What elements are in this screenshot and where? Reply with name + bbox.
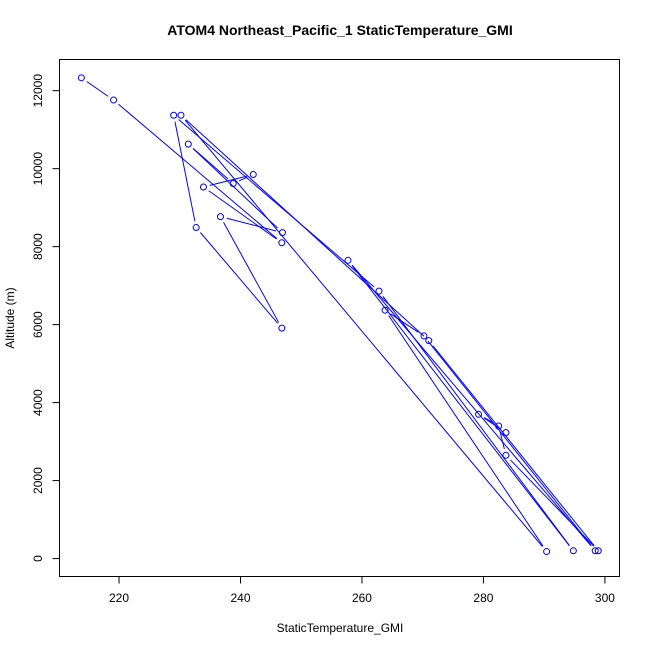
- data-point: [216, 213, 224, 221]
- data-point: [425, 337, 433, 345]
- y-tick-label: 12000: [31, 74, 45, 108]
- y-tick-label: 4000: [31, 389, 45, 416]
- data-point: [569, 547, 577, 555]
- data-point: [192, 224, 200, 232]
- x-axis-label: StaticTemperature_GMI: [277, 621, 404, 635]
- data-point: [278, 239, 286, 247]
- series-segment: [483, 417, 501, 430]
- series-segment: [483, 417, 494, 424]
- y-tick-label: 2000: [31, 467, 45, 494]
- data-point: [110, 96, 118, 104]
- series-segment: [499, 432, 505, 450]
- y-tick-label: 10000: [31, 152, 45, 186]
- y-tick-label: 8000: [31, 233, 45, 260]
- y-axis: 0 2000 4000 6000 8000 10000 12000: [31, 74, 60, 562]
- data-point: [375, 287, 383, 295]
- series-segment: [86, 81, 109, 97]
- series-segment: [209, 175, 248, 186]
- series-segment: [432, 345, 595, 547]
- y-axis-label: Altitude (m): [3, 287, 17, 348]
- data-point: [381, 306, 389, 314]
- data-point: [502, 429, 510, 437]
- data-point: [420, 332, 428, 340]
- series-segment: [174, 121, 196, 222]
- data-point: [278, 229, 286, 237]
- data-point: [170, 111, 178, 119]
- data-point: [229, 179, 237, 187]
- series-segment: [118, 103, 278, 239]
- x-tick-label: 280: [473, 591, 493, 605]
- series-segment: [192, 148, 279, 229]
- series-segment: [226, 217, 277, 232]
- series-segment: [351, 265, 570, 546]
- series-segment: [427, 340, 592, 546]
- data-point: [199, 183, 207, 191]
- data-point: [594, 547, 602, 555]
- series-segment: [199, 232, 278, 324]
- x-tick-label: 260: [352, 591, 372, 605]
- y-tick-label: 0: [31, 555, 45, 562]
- data-point: [77, 74, 85, 82]
- series-segment: [184, 119, 543, 547]
- series-segment: [178, 119, 375, 288]
- data-point: [249, 171, 257, 179]
- plot-area: [59, 59, 620, 577]
- data-point: [591, 547, 599, 555]
- x-tick-label: 300: [595, 591, 615, 605]
- data-point: [344, 256, 352, 264]
- y-tick-label: 6000: [31, 311, 45, 338]
- data-point: [278, 324, 286, 332]
- series-segment: [223, 222, 280, 323]
- series-segment: [351, 264, 592, 547]
- x-tick-label: 240: [230, 591, 250, 605]
- data-point: [543, 548, 551, 556]
- x-axis: 220 240 260 280 300: [109, 576, 615, 605]
- series-segment: [192, 148, 229, 180]
- series-segment: [388, 315, 544, 547]
- series-layer: [77, 74, 602, 556]
- data-point: [475, 410, 483, 418]
- series-segment: [208, 190, 277, 240]
- x-tick-label: 220: [109, 591, 129, 605]
- series-segment: [185, 119, 425, 337]
- series-segment: [510, 459, 595, 547]
- series-segment: [390, 313, 419, 333]
- chart-title: ATOM4 Northeast_Pacific_1 StaticTemperat…: [167, 22, 512, 38]
- data-point: [177, 111, 185, 119]
- data-point: [495, 422, 503, 430]
- data-point: [184, 140, 192, 148]
- data-point: [502, 451, 510, 459]
